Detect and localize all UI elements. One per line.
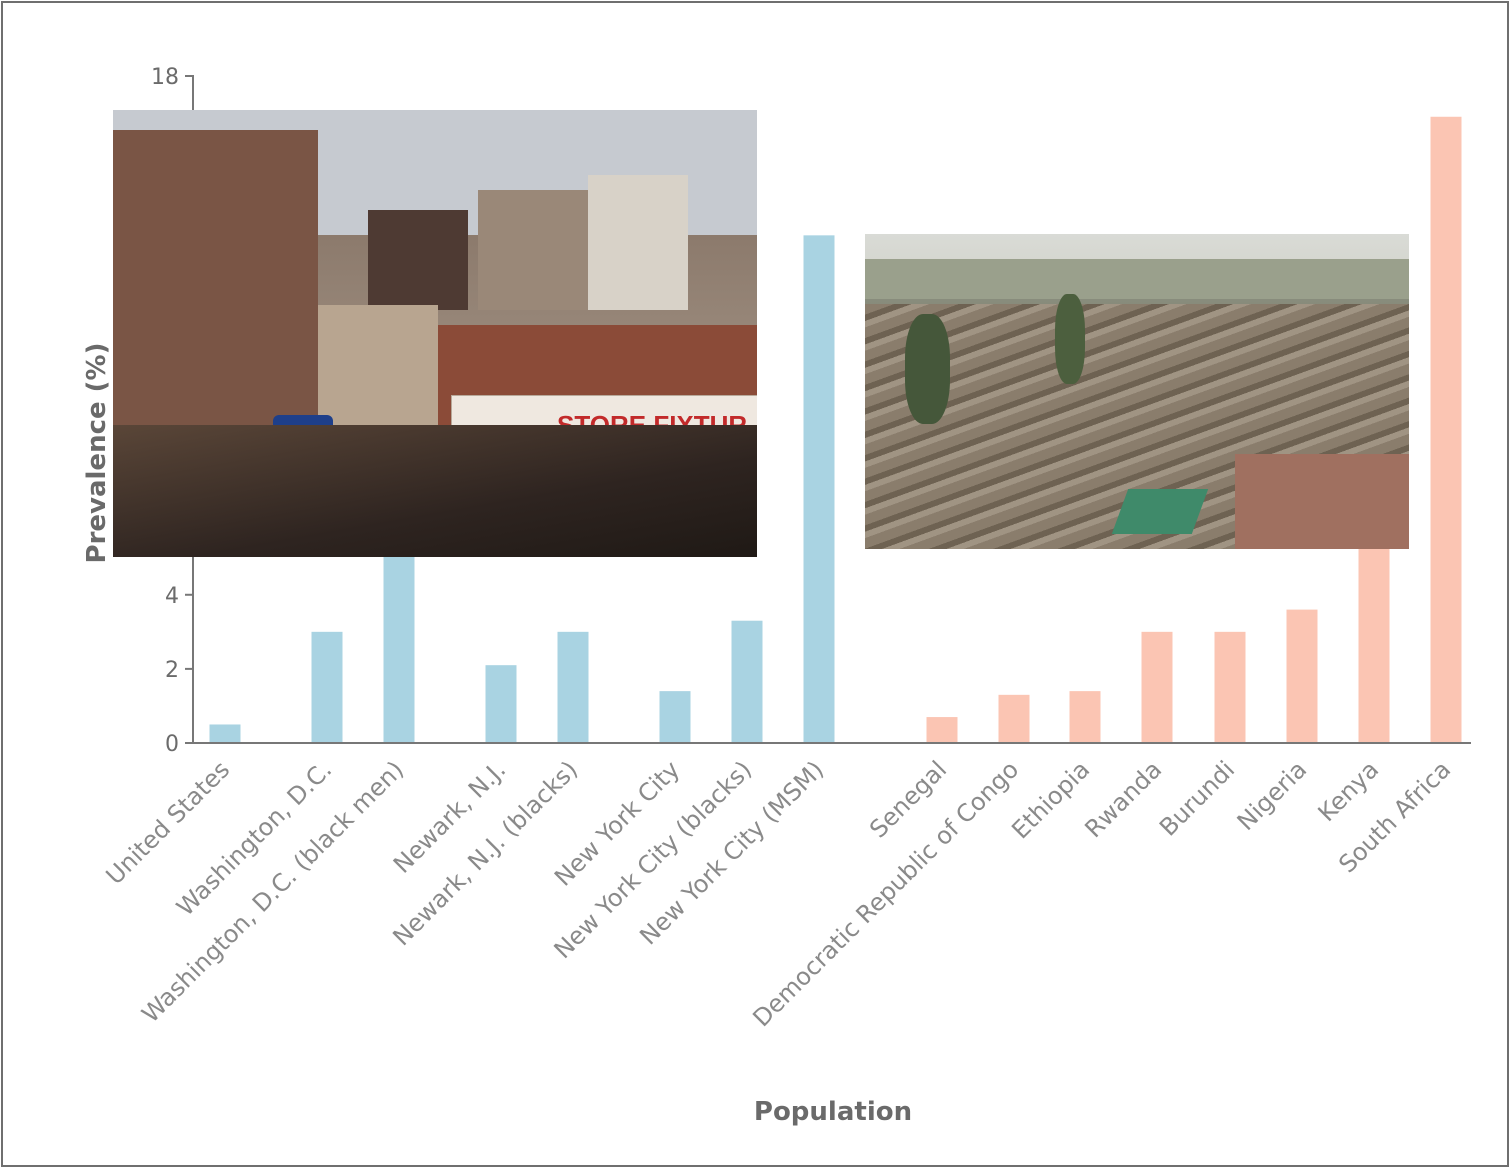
y-axis-title: Prevalence (%) [82,343,112,564]
x-category-label: Kenya [1313,755,1385,827]
x-category-label: Rwanda [1079,755,1167,843]
tree-center [1055,294,1085,384]
nairobi-slum-photo [865,234,1409,549]
bar [803,235,835,744]
x-category-label: Ethiopia [1006,755,1095,844]
bar [209,724,241,743]
y-tick-label: 18 [151,65,179,90]
distant-hills [865,259,1409,299]
brick-building-mid [368,210,468,310]
bar [1069,691,1101,743]
tree-left [905,314,950,424]
x-category-label: Burundi [1154,755,1240,841]
apartment-building-right [478,190,593,310]
bar [1214,631,1246,743]
bar [1430,116,1462,743]
y-tick-label: 2 [165,658,179,683]
bar [926,717,958,743]
y-tick-label: 4 [165,584,179,609]
x-axis-title: Population [754,1097,912,1127]
red-earth-field [1235,454,1409,549]
bar [311,631,343,743]
bar [557,631,589,743]
bar [659,691,691,743]
bar [1286,609,1318,743]
elevated-rail-tracks [113,425,757,557]
green-roof [1111,489,1209,534]
white-building [588,175,688,310]
bar [485,665,517,743]
x-category-label: Nigeria [1232,755,1313,836]
bar [731,620,763,743]
y-tick-label: 0 [165,732,179,757]
nyc-street-photo: STORE FIXTUR [113,110,757,557]
street-rubble [318,305,438,425]
bar [998,694,1030,743]
bar [1141,631,1173,743]
brick-building-left [113,130,318,440]
